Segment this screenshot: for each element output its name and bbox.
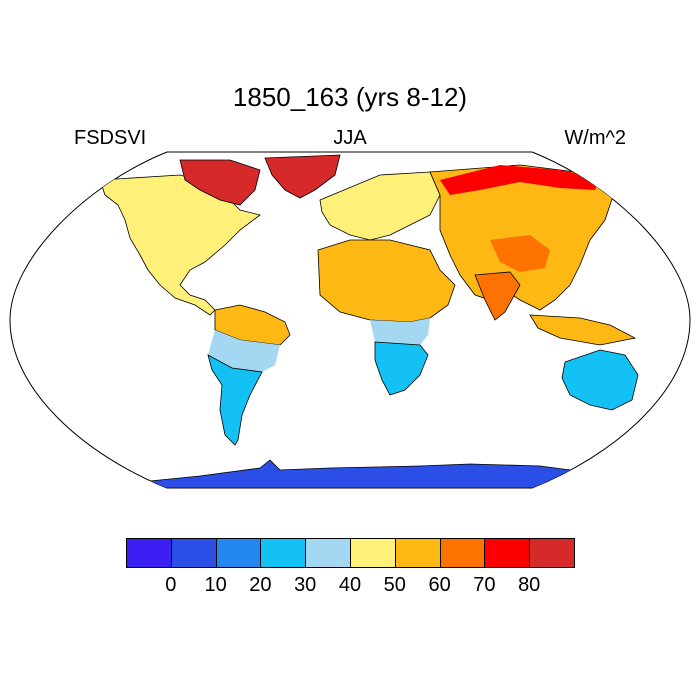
region-africa-mid [370,318,430,345]
colorbar-swatch [215,538,262,568]
region-south-america-mid [208,330,280,372]
colorbar-swatch [350,538,396,568]
colorbar-swatch [260,538,307,568]
colorbar-tick-label: 40 [338,574,362,596]
colorbar-tick-label: 10 [204,574,227,596]
colorbar-tick-label: 20 [249,574,272,596]
colorbar-swatch [439,538,486,568]
colorbar-swatch [394,538,441,568]
region-europe [319,171,441,241]
region-north-america [99,174,261,316]
colorbar-swatch [529,538,575,568]
units-label: W/m^2 [564,127,626,149]
region-africa-north [317,239,456,323]
colorbar-swatch [484,538,531,568]
region-africa-south [374,341,429,396]
colorbar-tick-label: 80 [518,574,541,596]
region-australia [561,349,639,411]
region-antarctica [119,459,581,488]
colorbar [126,538,575,568]
variable-label: FSDSVI [74,127,147,149]
region-greenland [264,154,341,199]
region-siberia-north [440,165,600,195]
region-india [474,271,521,321]
map-title: 1850_163 (yrs 8-12) [232,82,468,112]
colorbar-tick-label: 70 [473,574,496,596]
colorbar-swatch [126,538,172,568]
region-tibet [490,235,550,272]
colorbar-tick-label: 50 [383,574,406,596]
region-indonesia [529,314,637,346]
season-label: JJA [333,127,367,149]
region-arctic-canada [179,159,261,206]
region-south-america-south [207,354,263,446]
colorbar-swatch [305,538,351,568]
colorbar-tick-label: 60 [428,574,451,596]
colorbar-tick-label: 0 [165,574,177,596]
colorbar-tick-label: 30 [294,574,317,596]
colorbar-swatch [170,538,217,568]
